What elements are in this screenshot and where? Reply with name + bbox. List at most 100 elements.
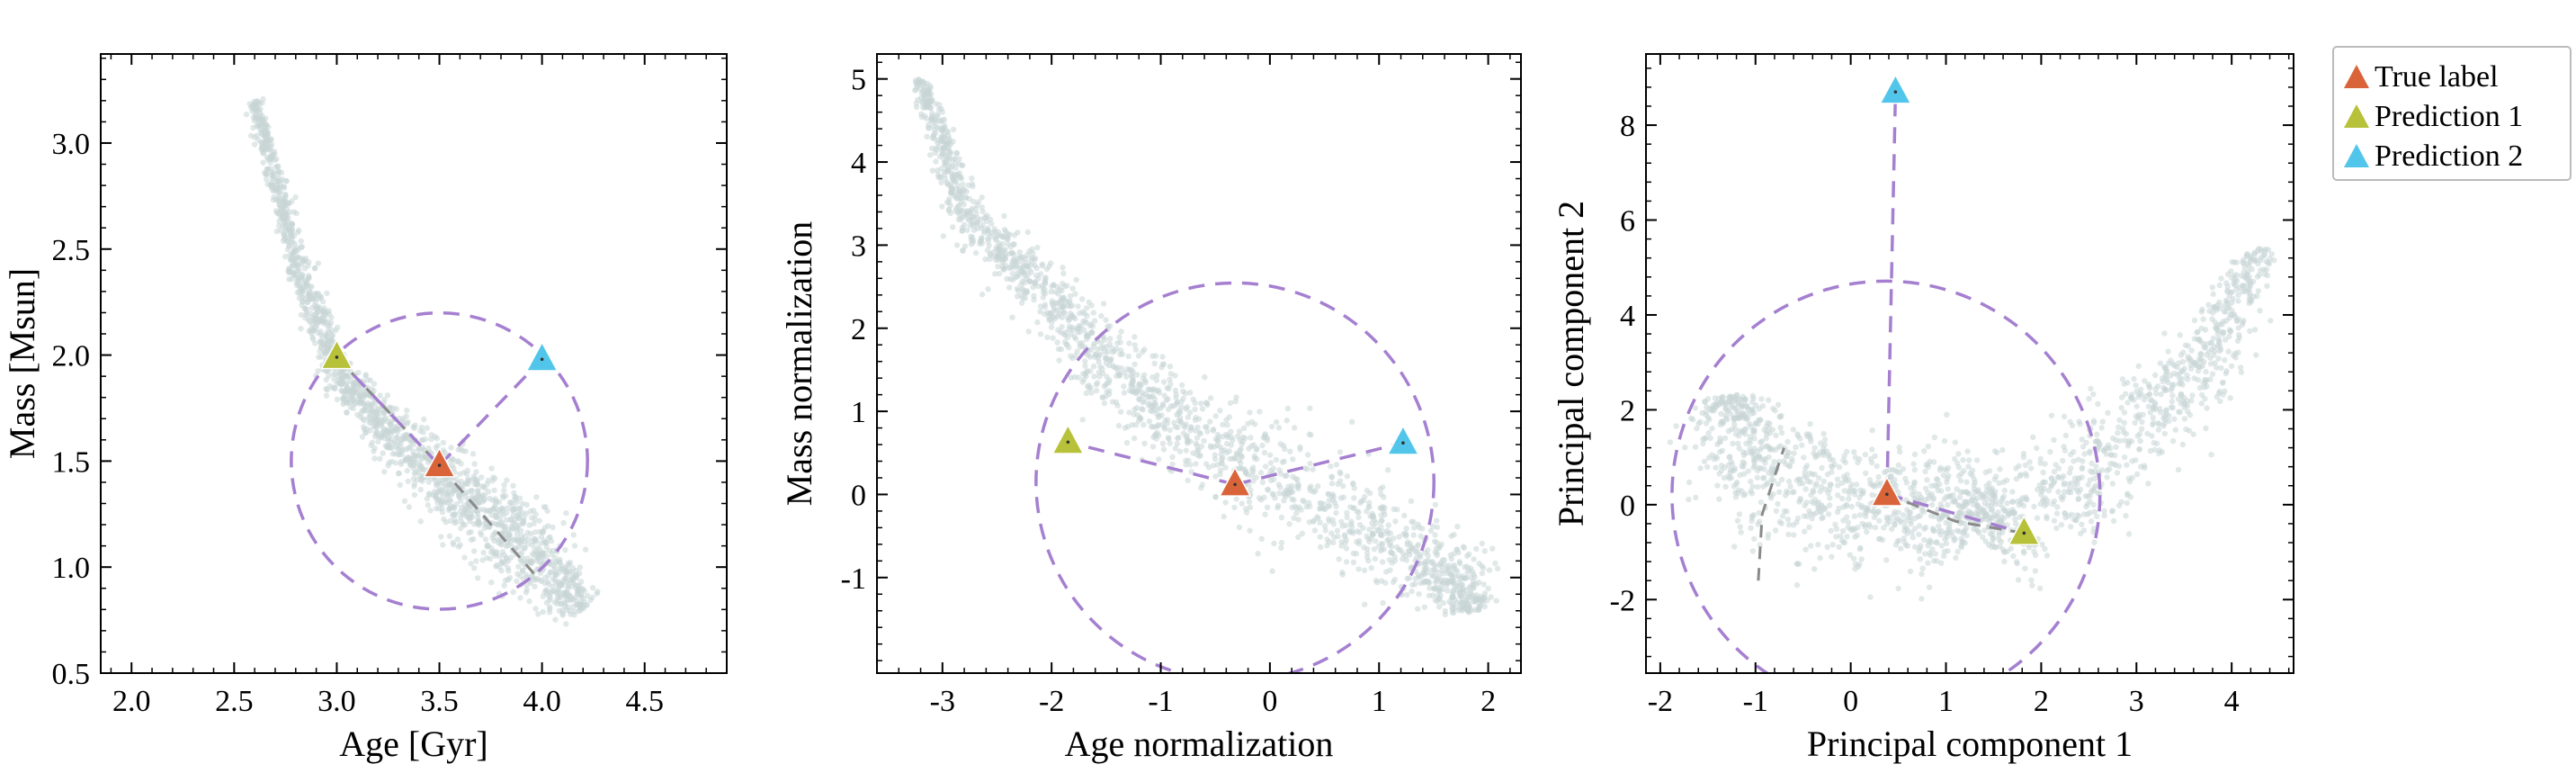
scatter-point xyxy=(508,516,514,523)
scatter-point xyxy=(2032,568,2039,574)
scatter-point xyxy=(1330,539,1337,546)
scatter-point xyxy=(1199,481,1206,488)
scatter-point xyxy=(1820,430,1827,437)
scatter-point xyxy=(1100,301,1107,307)
scatter-point xyxy=(1278,544,1284,551)
scatter-point xyxy=(1391,553,1398,561)
scatter-point xyxy=(1494,565,1501,572)
scatter-point xyxy=(2226,333,2232,339)
scatter-point xyxy=(2179,376,2186,382)
scatter-point xyxy=(546,547,553,554)
scatter-point xyxy=(473,558,479,564)
scatter-point xyxy=(1410,525,1418,531)
scatter-point xyxy=(1261,449,1268,456)
scatter-point xyxy=(283,214,290,221)
scatter-point xyxy=(1381,494,1387,500)
scatter-point xyxy=(1284,472,1290,479)
scatter-point xyxy=(266,156,273,163)
scatter-point xyxy=(1096,373,1103,380)
scatter-point xyxy=(397,481,403,489)
scatter-point xyxy=(1037,309,1043,315)
scatter-point xyxy=(1472,597,1479,603)
scatter-point xyxy=(960,247,966,254)
scatter-point xyxy=(2204,405,2210,411)
scatter-point xyxy=(529,515,535,521)
scatter-point xyxy=(1426,592,1433,599)
scatter-point xyxy=(485,489,492,495)
scatter-point xyxy=(1152,401,1159,408)
scatter-point xyxy=(1238,453,1245,459)
scatter-point xyxy=(1429,523,1436,529)
scatter-point xyxy=(315,368,321,374)
scatter-point xyxy=(1952,455,1958,463)
scatter-point xyxy=(404,407,410,414)
scatter-point xyxy=(2028,577,2035,583)
scatter-point xyxy=(256,126,264,132)
scatter-point xyxy=(1702,399,1708,405)
scatter-point xyxy=(1247,504,1254,510)
scatter-point xyxy=(1421,570,1427,577)
scatter-point xyxy=(1188,469,1194,475)
scatter-point xyxy=(1257,470,1265,476)
scatter-point xyxy=(1173,391,1179,398)
scatter-point xyxy=(2210,335,2217,342)
scatter-point xyxy=(1347,504,1354,510)
scatter-point xyxy=(1389,560,1396,566)
scatter-point xyxy=(1072,315,1078,322)
scatter-point xyxy=(1184,404,1191,410)
scatter-point xyxy=(1026,248,1033,255)
scatter-point xyxy=(479,474,485,481)
scatter-point xyxy=(385,442,391,448)
scatter-point xyxy=(1328,481,1336,487)
scatter-point xyxy=(919,88,926,94)
scatter-point xyxy=(1133,405,1140,411)
scatter-point xyxy=(470,451,477,457)
scatter-point xyxy=(1217,444,1223,450)
scatter-point xyxy=(1462,575,1470,581)
scatter-point xyxy=(277,194,283,202)
scatter-point xyxy=(2091,475,2097,481)
scatter-point xyxy=(956,156,962,162)
scatter-point xyxy=(2094,431,2100,437)
scatter-point xyxy=(1373,538,1379,544)
scatter-point xyxy=(569,576,576,583)
scatter-point xyxy=(2042,461,2048,467)
scatter-point xyxy=(1387,530,1394,536)
scatter-point xyxy=(418,436,425,444)
scatter-point xyxy=(1088,328,1095,336)
scatter-point xyxy=(1082,363,1088,369)
scatter-point xyxy=(1111,347,1118,355)
scatter-point xyxy=(321,348,327,355)
scatter-point xyxy=(380,432,387,438)
scatter-point xyxy=(1060,294,1067,301)
scatter-point xyxy=(521,520,527,526)
scatter-point xyxy=(1997,466,2003,472)
scatter-point xyxy=(2124,499,2130,507)
scatter-point xyxy=(2137,437,2143,445)
x-tick-label: 4.5 xyxy=(625,685,664,718)
y-tick-label: 4 xyxy=(851,147,866,180)
scatter-point xyxy=(1248,487,1254,493)
scatter-point xyxy=(372,422,379,428)
scatter-point xyxy=(1707,435,1713,442)
scatter-point xyxy=(1118,328,1124,335)
scatter-point xyxy=(2110,517,2117,525)
scatter-point xyxy=(1042,275,1049,282)
scatter-point xyxy=(344,409,350,416)
scatter-point xyxy=(1067,292,1074,300)
scatter-point xyxy=(1101,345,1107,351)
scatter-point xyxy=(380,425,387,432)
scatter-point xyxy=(1149,387,1155,393)
scatter-point xyxy=(1779,513,1786,519)
scatter-point xyxy=(1132,346,1140,353)
scatter-point xyxy=(996,270,1003,277)
scatter-point xyxy=(308,310,314,317)
scatter-point xyxy=(1811,445,1818,451)
scatter-point xyxy=(286,242,292,249)
scatter-point xyxy=(2221,308,2227,315)
scatter-point xyxy=(283,177,290,184)
scatter-point xyxy=(987,256,993,263)
scatter-point xyxy=(1167,427,1174,433)
scatter-point xyxy=(1972,479,1979,486)
scatter-point xyxy=(2179,358,2187,365)
